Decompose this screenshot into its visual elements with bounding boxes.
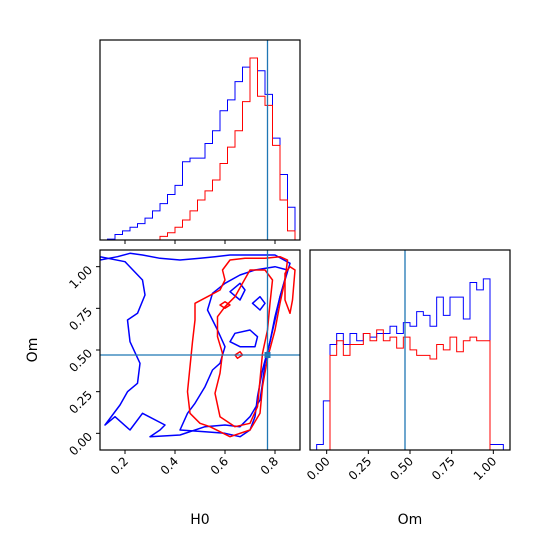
contour-x-tick-label-1: 0.4	[158, 454, 181, 477]
om-histogram-frame	[309, 249, 511, 451]
h0-histogram-series-1	[100, 57, 296, 241]
contour-line-2	[229, 329, 259, 348]
om-histogram-x-tick-label-3: 0.75	[429, 454, 458, 483]
contour-line-0	[100, 252, 291, 438]
contour-x-tick-label-0: 0.2	[108, 454, 131, 477]
contour-y-tick-label-4: 1.00	[66, 263, 95, 292]
h0-histogram-panel	[99, 39, 301, 244]
om-histogram-x-tick-label-0: 0.00	[304, 454, 333, 483]
contour-x-tick-label-2: 0.6	[208, 454, 231, 477]
h0-histogram-frame	[99, 39, 301, 241]
contour-panel: 0.2 0.4 0.6 0.8 0.00 0.25 0.50 0.75 1.00	[66, 249, 301, 478]
h0-histogram-series-0	[100, 57, 296, 241]
contour-y-tick-label-3: 0.75	[66, 305, 95, 334]
contour-line-3	[229, 282, 246, 301]
om-histogram-series-1	[316, 329, 504, 451]
om-histogram-panel: 0.00 0.25 0.50 0.75 1.00	[304, 249, 511, 483]
contour-line-6	[214, 269, 274, 428]
om-histogram-x-tick-label-2: 0.50	[387, 454, 416, 483]
y-axis-label-om: Om	[25, 338, 41, 363]
contour-y-tick-label-1: 0.25	[66, 388, 95, 417]
contour-line-4	[251, 295, 266, 311]
contour-line-7	[284, 265, 296, 315]
truth-marker	[264, 352, 271, 358]
contour-line-5	[186, 255, 289, 438]
contour-y-tick-label-0: 0.00	[66, 430, 95, 459]
contour-frame	[99, 249, 301, 451]
contour-line-8	[219, 300, 231, 310]
x-axis-label-h0: H0	[190, 512, 209, 528]
om-histogram-x-tick-label-1: 0.25	[346, 454, 375, 483]
om-histogram-x-tick-label-4: 1.00	[471, 454, 500, 483]
contour-y-tick-label-2: 0.50	[66, 346, 95, 375]
contour-x-tick-label-3: 0.8	[258, 454, 281, 477]
x-axis-label-om: Om	[398, 512, 423, 528]
om-histogram-series-0	[316, 278, 504, 450]
